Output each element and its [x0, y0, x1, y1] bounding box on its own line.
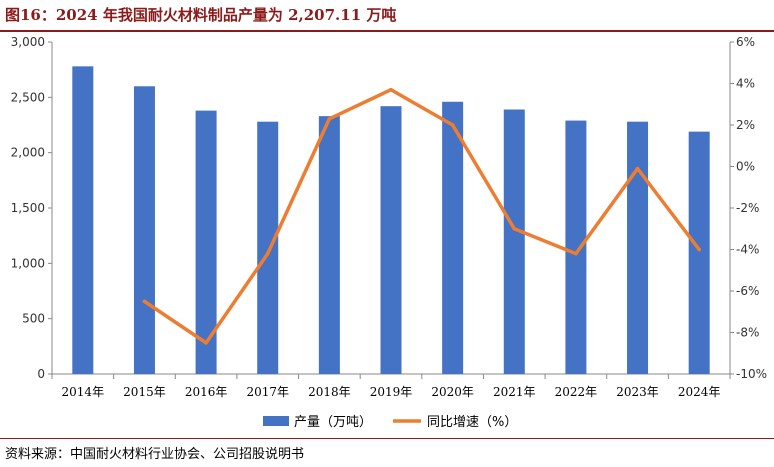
y-left-tick-label: 3,000 — [11, 35, 45, 49]
x-tick-label: 2019年 — [370, 385, 413, 399]
y-left-tick-label: 1,000 — [11, 256, 45, 270]
x-tick-label: 2023年 — [616, 385, 659, 399]
x-tick-label: 2016年 — [185, 385, 228, 399]
y-left-tick-label: 500 — [22, 312, 45, 326]
y-right-tick-label: -6% — [736, 284, 759, 298]
legend: 产量（万吨） 同比增速（%） — [263, 415, 517, 430]
y-left-tick-label: 2,000 — [11, 146, 45, 160]
bar — [133, 86, 155, 374]
bar — [257, 121, 279, 375]
legend-label-bar: 产量（万吨） — [294, 415, 372, 430]
y-right-tick-label: -2% — [736, 201, 759, 215]
line-point — [635, 166, 640, 171]
y-right-tick-label: -4% — [736, 243, 759, 257]
bar — [503, 109, 525, 375]
bar — [195, 110, 217, 374]
bar — [72, 66, 94, 374]
line-point — [697, 247, 701, 252]
line-point — [574, 251, 578, 256]
line-point — [327, 116, 332, 121]
x-tick-label: 2018年 — [308, 385, 351, 399]
x-tick-label: 2022年 — [555, 385, 598, 399]
line-series — [142, 87, 701, 345]
line-point — [142, 299, 147, 304]
line-point — [512, 226, 517, 231]
line-point — [204, 341, 208, 345]
line-point — [450, 123, 455, 127]
source-note: 资料来源：中国耐火材料行业协会、公司招股说明书 — [5, 447, 305, 462]
title-divider — [0, 30, 774, 32]
source-divider — [0, 438, 774, 439]
y-left-tick-label: 0 — [37, 367, 45, 381]
bar — [627, 121, 649, 375]
y-right-tick-label: -8% — [736, 326, 759, 340]
x-tick-label: 2024年 — [678, 385, 721, 399]
chart-axes — [48, 41, 734, 379]
line-point — [389, 87, 393, 92]
tick-labels: 0 500 1,000 1,500 2,000 2,500 3,000 -10% -8% -6% -… — [11, 35, 767, 399]
legend-label-line: 同比增速（%） — [427, 415, 517, 430]
bar — [565, 120, 587, 374]
y-left-tick-label: 1,500 — [11, 201, 45, 215]
line-point — [265, 251, 270, 256]
legend-swatch-bar — [263, 416, 289, 426]
y-right-tick-label: 6% — [736, 35, 755, 49]
bar — [442, 101, 464, 374]
y-right-tick-label: 0% — [736, 160, 755, 174]
bar — [380, 106, 402, 374]
x-tick-label: 2017年 — [246, 385, 289, 399]
x-tick-label: 2021年 — [493, 385, 536, 399]
y-left-tick-label: 2,500 — [11, 90, 45, 104]
y-right-tick-label: -10% — [736, 367, 767, 381]
y-right-tick-label: 4% — [736, 77, 755, 91]
x-tick-label: 2014年 — [62, 385, 105, 399]
x-tick-label: 2015年 — [123, 385, 166, 399]
bar-series — [72, 66, 710, 375]
x-tick-label: 2020年 — [431, 385, 474, 399]
figure-title: 图16：2024 年我国耐火材料制品产量为 2,207.11 万吨 — [5, 6, 397, 24]
growth-line — [142, 87, 701, 345]
y-right-tick-label: 2% — [736, 118, 755, 132]
bar — [318, 116, 340, 374]
bar — [688, 131, 710, 374]
chart: 0 500 1,000 1,500 2,000 2,500 3,000 -10% -8% -6% -… — [11, 35, 767, 430]
